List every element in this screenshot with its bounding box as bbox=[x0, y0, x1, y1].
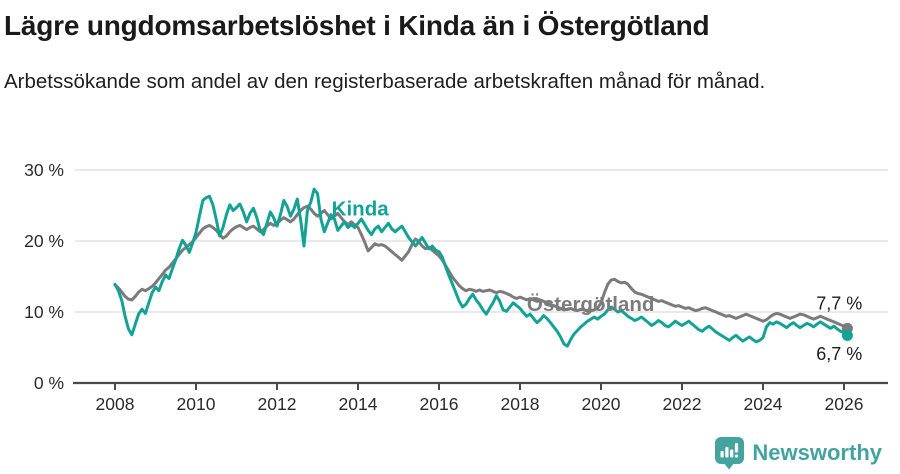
y-tick-label: 10 % bbox=[24, 302, 64, 322]
y-tick-label: 30 % bbox=[24, 160, 64, 180]
chart-title: Lägre ungdomsarbetslöshet i Kinda än i Ö… bbox=[4, 10, 710, 41]
series-label-kinda: Kinda bbox=[332, 197, 390, 220]
newsworthy-logo: Newsworthy bbox=[714, 436, 882, 470]
chart-subtitle: Arbetssökande som andel av den registerb… bbox=[4, 70, 766, 93]
newsworthy-brand-text: Newsworthy bbox=[752, 440, 882, 465]
series-line-kinda bbox=[113, 187, 849, 348]
x-tick-label: 2014 bbox=[339, 394, 378, 414]
x-tick-label: 2020 bbox=[582, 394, 621, 414]
x-tick-label: 2024 bbox=[744, 394, 783, 414]
newsworthy-icon bbox=[715, 437, 745, 470]
x-tick-label: 2026 bbox=[825, 394, 864, 414]
y-tick-label: 20 % bbox=[24, 231, 64, 251]
x-tick-label: 2016 bbox=[420, 394, 459, 414]
end-value-label-östergötland: 7,7 % bbox=[816, 294, 862, 314]
series-label-östergötland: Östergötland bbox=[527, 293, 655, 316]
series-line-östergötland bbox=[113, 204, 849, 330]
x-tick-label: 2018 bbox=[501, 394, 540, 414]
x-tick-label: 2022 bbox=[663, 394, 702, 414]
series-end-dot-kinda bbox=[841, 329, 853, 341]
x-tick-label: 2010 bbox=[177, 394, 216, 414]
x-tick-label: 2008 bbox=[96, 394, 135, 414]
y-tick-label: 0 % bbox=[34, 373, 64, 393]
chart-header: Lägre ungdomsarbetslöshet i Kinda än i Ö… bbox=[4, 8, 884, 97]
x-tick-label: 2012 bbox=[258, 394, 297, 414]
end-value-label-kinda: 6,7 % bbox=[816, 344, 862, 364]
